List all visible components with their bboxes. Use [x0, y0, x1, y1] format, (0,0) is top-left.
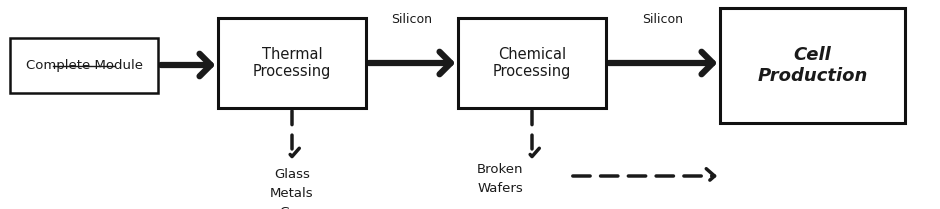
Bar — [10, 38, 158, 93]
Text: Glass
Metals
Gas: Glass Metals Gas — [270, 168, 314, 209]
Text: Silicon: Silicon — [391, 13, 432, 26]
Text: Thermal
Processing: Thermal Processing — [253, 47, 331, 79]
Text: Silicon: Silicon — [643, 13, 683, 26]
Text: Chemical
Processing: Chemical Processing — [493, 47, 572, 79]
Bar — [218, 18, 366, 108]
Text: Complete Module: Complete Module — [25, 59, 143, 72]
Bar — [458, 18, 606, 108]
Bar — [720, 8, 905, 123]
Text: Cell
Production: Cell Production — [758, 46, 868, 85]
Text: Broken
Wafers: Broken Wafers — [477, 163, 524, 195]
